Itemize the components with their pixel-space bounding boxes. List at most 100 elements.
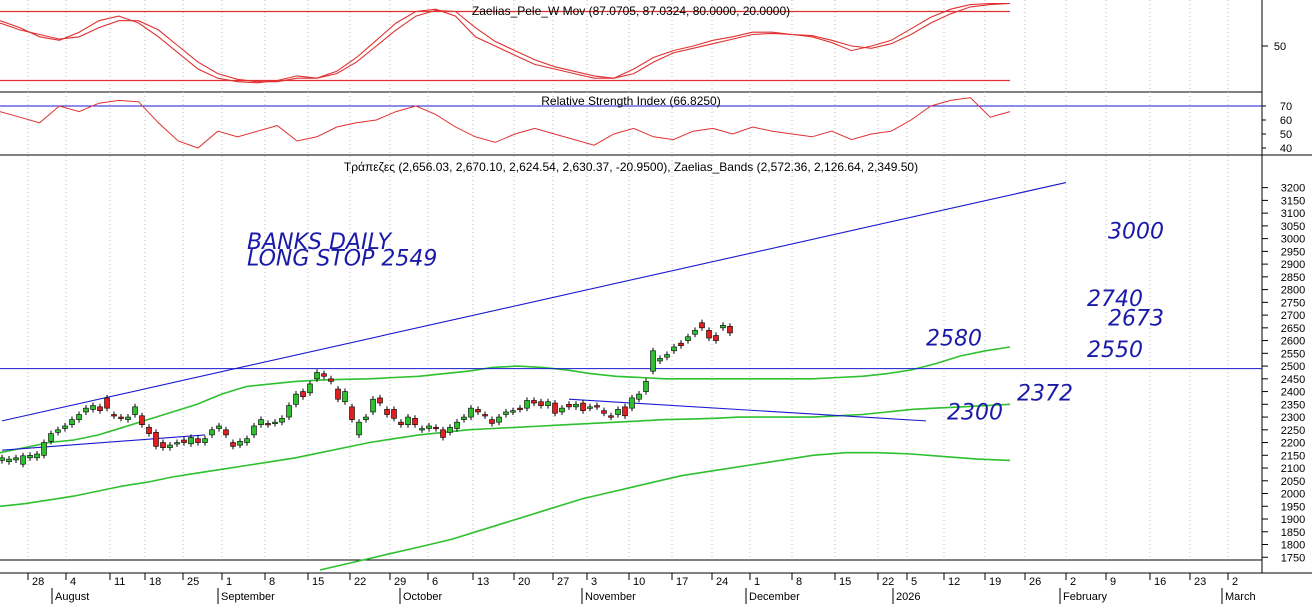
x-month-label: November xyxy=(585,591,636,603)
candle-body xyxy=(580,402,586,411)
candle-body xyxy=(0,457,5,461)
x-tick-label: 9 xyxy=(1110,576,1116,588)
x-tick-label: 2 xyxy=(1070,576,1076,588)
x-month-label: 2026 xyxy=(896,591,920,603)
x-tick-label: 27 xyxy=(557,576,569,588)
price-tick-label: 2050 xyxy=(1281,476,1305,488)
pele-panel-title: Zaelias_Pele_W Mov (87.0705, 87.0324, 80… xyxy=(472,4,790,18)
x-tick-label: 4 xyxy=(70,576,76,588)
annotation-text: 3000 xyxy=(1108,220,1164,245)
candle-body xyxy=(69,419,75,426)
x-tick-label: 22 xyxy=(354,576,366,588)
price-tick-label: 2300 xyxy=(1281,412,1305,424)
annotation-text: BANKS DAILY xyxy=(247,230,393,255)
x-tick-label: 10 xyxy=(633,576,645,588)
upper-band-line xyxy=(0,346,1011,454)
price-tick-label: 2550 xyxy=(1281,348,1305,360)
candle-body xyxy=(405,416,411,426)
price-tick-label: 2500 xyxy=(1281,361,1305,373)
candle-body xyxy=(426,425,432,429)
price-tick-label: 2600 xyxy=(1281,336,1305,348)
price-tick-label: 1950 xyxy=(1281,501,1305,513)
x-tick-label: 2 xyxy=(1232,576,1238,588)
candle-body xyxy=(699,322,705,329)
candle-body xyxy=(97,406,103,411)
candle-body xyxy=(167,444,173,448)
candle-body xyxy=(160,442,166,448)
candle-body xyxy=(335,388,341,400)
rsi-tick-label: 50 xyxy=(1280,129,1292,141)
x-tick-label: 8 xyxy=(269,576,275,588)
candle-body xyxy=(475,409,481,413)
x-month-label: September xyxy=(221,591,275,603)
price-tick-label: 1750 xyxy=(1281,552,1305,564)
candle-body xyxy=(286,405,292,418)
candle-body xyxy=(447,426,453,433)
candle-body xyxy=(720,324,726,329)
x-month-label: February xyxy=(1063,591,1108,603)
x-tick-label: 26 xyxy=(1029,576,1041,588)
annotation-text: 2300 xyxy=(947,401,1003,426)
candle-body xyxy=(83,407,89,413)
candle-body xyxy=(552,402,558,414)
candle-body xyxy=(244,438,250,443)
x-tick-label: 16 xyxy=(1154,576,1166,588)
candle-body xyxy=(230,442,236,447)
x-tick-label: 23 xyxy=(1194,576,1206,588)
price-tick-label: 2000 xyxy=(1281,489,1305,501)
candle-body xyxy=(216,425,222,429)
price-tick-label: 2950 xyxy=(1281,246,1305,258)
annotation-text: 2550 xyxy=(1087,338,1143,363)
candle-body xyxy=(538,401,544,406)
candle-body xyxy=(531,400,537,404)
x-month-label: August xyxy=(55,591,89,603)
x-tick-label: 25 xyxy=(187,576,199,588)
candle-body xyxy=(251,425,257,436)
candle-body xyxy=(643,381,649,392)
candle-body xyxy=(566,404,572,408)
price-tick-label: 2850 xyxy=(1281,272,1305,284)
candle-body xyxy=(125,416,131,420)
x-tick-label: 6 xyxy=(432,576,438,588)
candle-body xyxy=(650,350,656,372)
candle-body xyxy=(265,423,271,426)
trendline xyxy=(1,434,206,451)
trendline xyxy=(1,182,1067,422)
price-tick-label: 2750 xyxy=(1281,297,1305,309)
candle-body xyxy=(258,419,264,426)
candle-body xyxy=(363,416,369,420)
price-tick-label: 2400 xyxy=(1281,387,1305,399)
x-tick-label: 5 xyxy=(911,576,917,588)
annotation-text: 2372 xyxy=(1017,381,1073,406)
candle-body xyxy=(517,407,523,410)
pele-series-line xyxy=(0,2,1010,84)
x-month-label: March xyxy=(1225,591,1256,603)
candle-body xyxy=(314,372,320,380)
candle-body xyxy=(706,330,712,339)
candle-body xyxy=(524,400,530,409)
rsi-tick-label: 40 xyxy=(1280,143,1292,155)
candle-body xyxy=(195,438,201,443)
candle-body xyxy=(13,457,19,461)
candle-body xyxy=(503,411,509,415)
x-tick-label: 12 xyxy=(948,576,960,588)
x-tick-label: 28 xyxy=(32,576,44,588)
annotation-text: 2740 xyxy=(1087,287,1143,312)
candle-body xyxy=(118,416,124,419)
candle-body xyxy=(48,433,54,442)
x-tick-label: 20 xyxy=(518,576,530,588)
x-tick-label: 13 xyxy=(477,576,489,588)
candle-body xyxy=(34,453,40,459)
price-tick-label: 2150 xyxy=(1281,450,1305,462)
price-tick-label: 2800 xyxy=(1281,285,1305,297)
rsi-tick-label: 70 xyxy=(1280,101,1292,113)
annotation-text: LONG STOP 2549 xyxy=(247,246,437,271)
candle-body xyxy=(104,397,110,409)
price-panel-title: Τράπεζες (2,656.03, 2,670.10, 2,624.54, … xyxy=(344,160,918,174)
candle-body xyxy=(307,383,313,394)
candle-body xyxy=(587,406,593,409)
candle-body xyxy=(384,409,390,415)
candle-body xyxy=(139,415,145,426)
price-tick-label: 1850 xyxy=(1281,527,1305,539)
candle-body xyxy=(601,410,607,414)
